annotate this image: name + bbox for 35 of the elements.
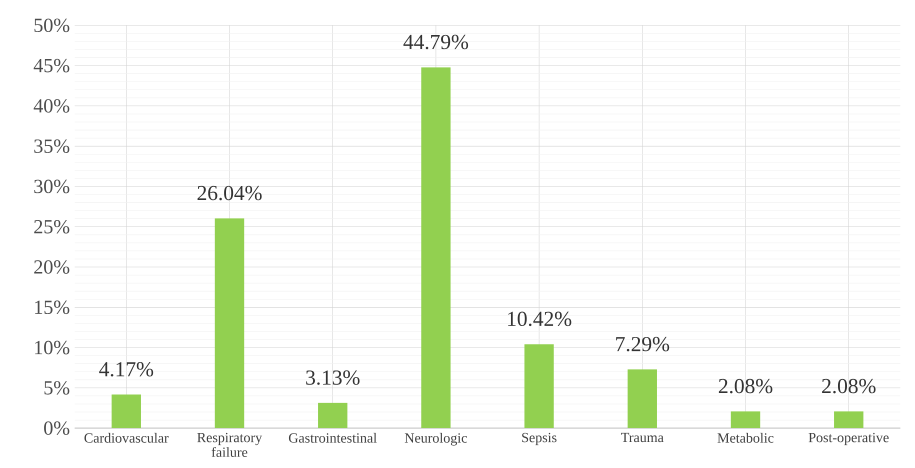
- bar: [730, 411, 760, 428]
- data-label: 26.04%: [198, 186, 262, 200]
- y-tick-label: 5%: [44, 381, 70, 395]
- bar: [112, 394, 141, 428]
- y-tick-label: 0%: [44, 421, 70, 435]
- y-tick-label: 35%: [34, 139, 70, 153]
- x-tick-label: Respiratory failure: [197, 432, 262, 457]
- x-tick-label: Trauma: [621, 432, 664, 442]
- y-tick-label: 15%: [35, 300, 70, 314]
- bar: [421, 67, 451, 428]
- data-label: 2.08%: [822, 378, 876, 394]
- y-tick-label: 45%: [34, 58, 70, 72]
- bar: [628, 369, 657, 428]
- bar: [318, 402, 348, 428]
- y-tick-label: 25%: [34, 220, 70, 234]
- x-tick-label: Gastrointestinal: [288, 432, 377, 443]
- x-tick-label: Neurologic: [404, 432, 467, 446]
- data-label: 44.79%: [403, 34, 468, 50]
- data-label: 4.17%: [99, 362, 154, 376]
- y-tick-label: 30%: [34, 180, 70, 194]
- y-tick-label: 50%: [34, 18, 70, 32]
- data-label: 2.08%: [718, 378, 772, 394]
- y-tick-label: 40%: [34, 99, 70, 113]
- y-tick-label: 20%: [34, 260, 70, 274]
- x-tick-label: Post-operative: [808, 432, 889, 446]
- y-tick-label: 10%: [35, 340, 70, 354]
- data-label: 7.29%: [616, 336, 670, 352]
- data-label: 3.13%: [306, 370, 360, 385]
- bar: [524, 344, 554, 428]
- bar: [834, 411, 864, 428]
- x-tick-label: Sepsis: [522, 432, 556, 446]
- x-tick-label: Cardiovascular: [84, 432, 169, 443]
- data-label: 10.42%: [508, 312, 572, 326]
- x-tick-label: Metabolic: [718, 432, 774, 443]
- bar: [214, 218, 244, 428]
